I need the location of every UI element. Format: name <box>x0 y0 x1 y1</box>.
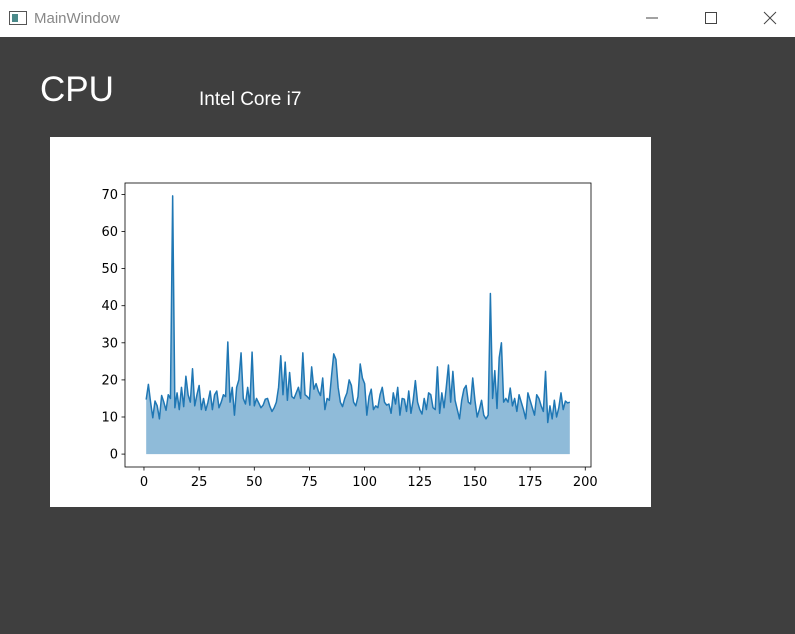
y-tick-label: 60 <box>101 225 118 240</box>
y-tick-label: 50 <box>101 262 118 277</box>
x-tick-label: 175 <box>518 475 543 490</box>
y-tick-label: 20 <box>101 373 118 388</box>
cpu-line <box>145 195 571 424</box>
x-tick-label: 200 <box>573 475 598 490</box>
y-tick-label: 0 <box>110 448 118 463</box>
window-title: MainWindow <box>34 10 120 27</box>
window-controls <box>646 11 777 25</box>
x-tick-label: 125 <box>407 475 432 490</box>
x-tick-label: 0 <box>140 475 148 490</box>
cpu-heading: CPU <box>40 70 114 109</box>
x-tick-label: 100 <box>352 475 377 490</box>
chart-panel: 0 10 20 30 40 50 60 70 0 25 50 75 100 125 150 175 200 <box>50 137 651 507</box>
maximize-button[interactable] <box>705 12 717 24</box>
area-fill <box>146 195 570 455</box>
close-button[interactable] <box>763 11 777 25</box>
x-tick-label: 150 <box>463 475 488 490</box>
y-tick-label: 30 <box>101 336 118 351</box>
x-tick-label: 75 <box>301 475 318 490</box>
x-tick-label: 50 <box>246 475 263 490</box>
app-icon <box>9 11 27 25</box>
y-tick-label: 70 <box>101 188 118 203</box>
cpu-model: Intel Core i7 <box>199 89 302 110</box>
y-tick-label: 10 <box>101 410 118 425</box>
y-tick-label: 40 <box>101 299 118 314</box>
chart: 0 10 20 30 40 50 60 70 0 25 50 75 100 125 150 175 200 <box>101 182 598 490</box>
title-bar: MainWindow <box>0 0 795 37</box>
axes-frame <box>124 182 592 468</box>
x-tick-label: 25 <box>191 475 208 490</box>
